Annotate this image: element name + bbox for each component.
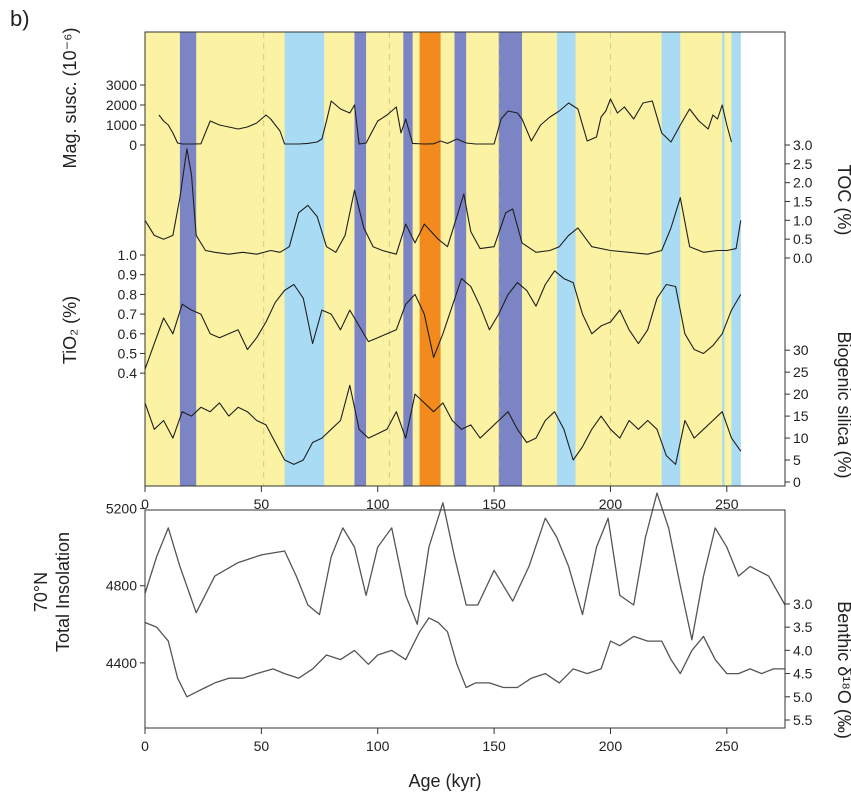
y-tick-label-toc-series: 1.0: [793, 212, 813, 228]
x-tick-label-upper: 200: [599, 496, 623, 512]
y-tick-label-tio2-series: 0.4: [118, 365, 138, 381]
climate-band-purple: [454, 32, 467, 486]
y-tick-label-mag-susc-series: 3000: [106, 77, 137, 93]
y-tick-label-biogenic-silica-series: 5: [793, 452, 801, 468]
series-layer: [144, 98, 786, 698]
climate-band-orange: [419, 32, 441, 486]
x-tick-label-upper: 0: [141, 496, 149, 512]
x-tick-label-lower: 50: [254, 738, 270, 754]
y-tick-label-tio2-series: 0.6: [118, 326, 138, 342]
y-tick-label-mag-susc-series: 1000: [106, 117, 137, 133]
climate-band-lightblue: [284, 32, 325, 486]
climate-band-lightblue: [661, 32, 681, 486]
x-tick-label-upper: 150: [482, 496, 506, 512]
mag-susc-series: [158, 98, 733, 145]
insolation-axis-title: 70°N: [31, 572, 51, 612]
y-tick-label-biogenic-silica-series: 25: [793, 364, 809, 380]
x-tick-label-lower: 200: [599, 738, 623, 754]
x-tick-label-lower: 100: [366, 738, 390, 754]
y-tick-label-toc-series: 2.0: [793, 175, 813, 191]
mag-susc-series-axis-title: Mag. susc. (10⁻⁶): [60, 28, 80, 169]
climate-band-yellow: [145, 32, 741, 486]
biogenic-silica-series: [144, 384, 742, 465]
insolation-series: [144, 492, 786, 641]
y-tick-label-tio2-series: 0.5: [118, 345, 138, 361]
y-tick-label-insolation-series: 4400: [106, 655, 137, 671]
insolation-axis-title: Total Insolation: [53, 532, 73, 652]
y-tick-label-tio2-series: 0.9: [118, 267, 138, 283]
biogenic-silica-series-axis-title: Biogenic silica (%): [834, 331, 851, 478]
y-tick-label-biogenic-silica-series: 30: [793, 342, 809, 358]
climate-band-purple: [179, 32, 197, 486]
tio2-series: [144, 270, 742, 370]
y-tick-label-tio2-series: 0.7: [118, 306, 138, 322]
y-tick-label-tio2-series: 1.0: [118, 247, 138, 263]
benthic-d18o-series: [144, 617, 785, 698]
y-tick-label-mag-susc-series: 0: [129, 137, 137, 153]
y-tick-label-toc-series: 0.5: [793, 231, 813, 247]
x-tick-label-upper: 100: [366, 496, 390, 512]
y-tick-label-toc-series: 3.0: [793, 137, 813, 153]
upper-plot-frame: [144, 31, 786, 487]
climate-band-lightblue: [722, 32, 725, 486]
x-tick-label-lower: 150: [482, 738, 506, 754]
y-tick-label-biogenic-silica-series: 0: [793, 474, 801, 490]
background-bands: [145, 32, 741, 486]
y-tick-label-biogenic-silica-series: 15: [793, 408, 809, 424]
climate-band-lightblue: [556, 32, 576, 486]
y-tick-label-benthic-d18o-series: 5.0: [793, 689, 813, 705]
climate-band-purple: [403, 32, 413, 486]
benthic-d18o-axis-title: Benthic δ¹⁸O (‰): [834, 601, 851, 739]
y-tick-label-toc-series: 0.0: [793, 250, 813, 266]
y-tick-label-benthic-d18o-series: 3.0: [793, 596, 813, 612]
y-tick-label-benthic-d18o-series: 5.5: [793, 712, 813, 728]
y-tick-label-benthic-d18o-series: 3.5: [793, 619, 813, 635]
climate-band-purple: [354, 32, 367, 486]
y-tick-label-mag-susc-series: 2000: [106, 97, 137, 113]
tio2-series-axis-title: TiO₂ (%): [60, 296, 80, 364]
x-tick-label-lower: 0: [141, 738, 149, 754]
toc-series: [144, 148, 742, 255]
x-tick-label-upper: 250: [715, 496, 739, 512]
x-tick-label-lower: 250: [715, 738, 739, 754]
x-axis-title: Age (kyr): [408, 771, 481, 791]
y-tick-label-biogenic-silica-series: 20: [793, 386, 809, 402]
y-tick-label-toc-series: 2.5: [793, 156, 813, 172]
y-tick-label-toc-series: 1.5: [793, 194, 813, 210]
y-tick-label-benthic-d18o-series: 4.5: [793, 666, 813, 682]
climate-band-lightblue: [731, 32, 741, 486]
y-tick-label-insolation-series: 4800: [106, 578, 137, 594]
axes-layer: [140, 31, 790, 734]
x-tick-label-upper: 50: [254, 496, 270, 512]
lower-plot-frame: [144, 509, 786, 729]
y-tick-label-insolation-series: 5200: [106, 501, 137, 517]
climate-band-purple: [498, 32, 523, 486]
y-tick-label-tio2-series: 0.8: [118, 286, 138, 302]
toc-series-axis-title: TOC (%): [834, 165, 851, 236]
y-tick-label-benthic-d18o-series: 4.0: [793, 642, 813, 658]
panel-label: b): [10, 6, 30, 31]
y-tick-label-biogenic-silica-series: 10: [793, 430, 809, 446]
